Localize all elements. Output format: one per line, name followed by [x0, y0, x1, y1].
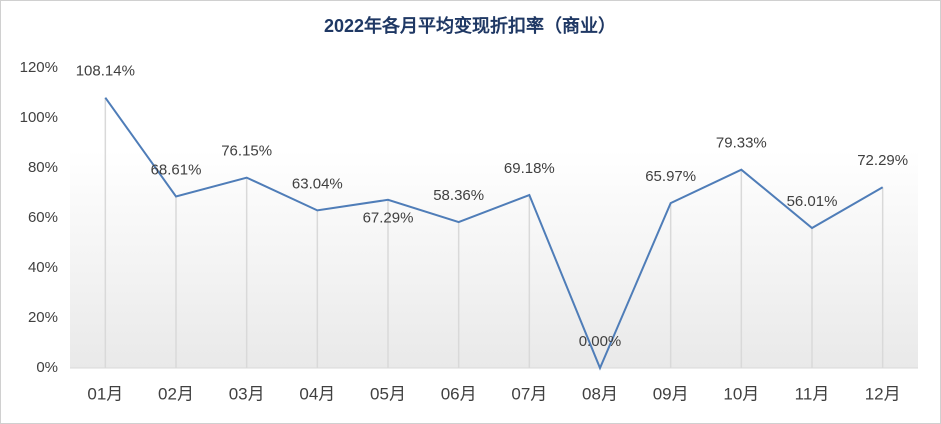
plot-background	[70, 150, 918, 368]
x-tick-label: 02月	[158, 384, 194, 403]
data-label: 76.15%	[221, 143, 272, 160]
y-tick-label: 120%	[20, 59, 58, 76]
x-tick-label: 08月	[582, 384, 618, 403]
x-tick-label: 06月	[441, 384, 477, 403]
x-tick-label: 09月	[653, 384, 689, 403]
data-label: 69.18%	[504, 160, 555, 177]
data-label: 65.97%	[645, 168, 696, 185]
x-tick-label: 10月	[723, 384, 759, 403]
data-label: 58.36%	[433, 187, 484, 204]
data-label: 56.01%	[787, 193, 838, 210]
data-label: 67.29%	[363, 210, 414, 227]
x-tick-label: 12月	[865, 384, 901, 403]
y-tick-label: 80%	[28, 159, 58, 176]
y-tick-label: 0%	[36, 359, 58, 376]
chart-title: 2022年各月平均变现折扣率（商业）	[324, 15, 616, 36]
y-tick-label: 60%	[28, 209, 58, 226]
y-tick-label: 40%	[28, 259, 58, 276]
y-tick-label: 100%	[20, 109, 58, 126]
x-tick-label: 01月	[87, 384, 123, 403]
data-label: 0.00%	[579, 333, 622, 350]
x-tick-label: 11月	[795, 384, 830, 403]
series-line	[104, 97, 884, 371]
x-tick-label: 07月	[511, 384, 547, 403]
data-label: 108.14%	[76, 63, 135, 80]
data-label: 63.04%	[292, 175, 343, 192]
x-tick-label: 04月	[299, 384, 335, 403]
x-tick-label: 03月	[229, 384, 265, 403]
y-tick-label: 20%	[28, 309, 58, 326]
data-label: 68.61%	[151, 161, 202, 178]
x-tick-label: 05月	[370, 384, 406, 403]
data-label: 72.29%	[857, 152, 908, 169]
data-label: 79.33%	[716, 135, 767, 152]
